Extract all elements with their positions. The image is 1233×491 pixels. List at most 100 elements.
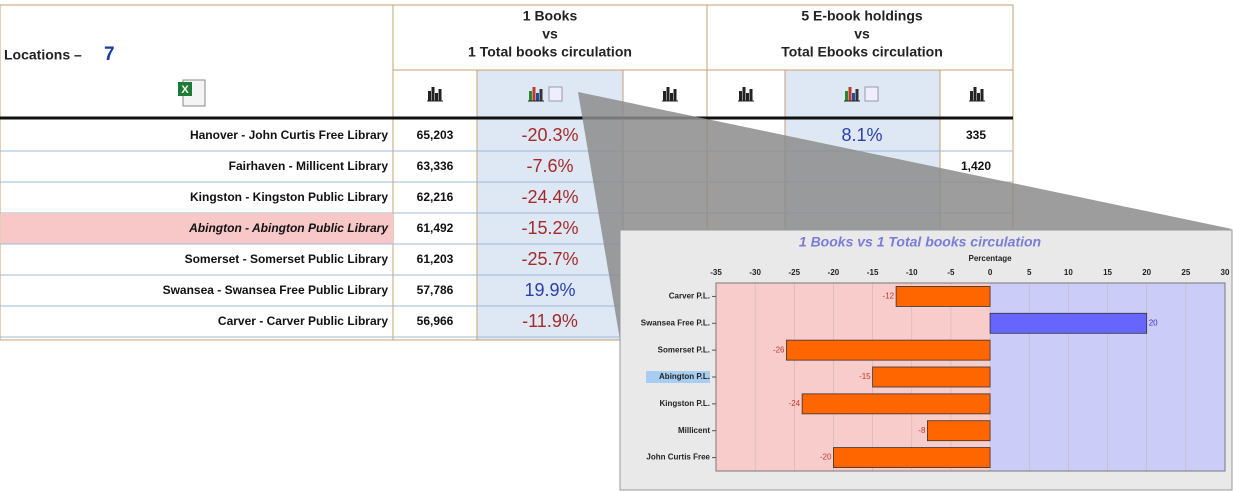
books-pct: -15.2% bbox=[521, 218, 578, 238]
group-header: 1 Total books circulation bbox=[468, 44, 632, 60]
icon-bar bbox=[438, 89, 442, 101]
books-pct: -25.7% bbox=[521, 249, 578, 269]
icon-bar bbox=[749, 89, 753, 101]
books-count: 62,216 bbox=[417, 190, 454, 204]
icon-bar bbox=[539, 89, 543, 101]
books-count: 63,336 bbox=[417, 159, 454, 173]
icon-doc bbox=[864, 86, 879, 102]
ebook-pct: 8.1% bbox=[841, 125, 882, 145]
bar-value-label: -26 bbox=[773, 345, 785, 354]
location-name: Abington - Abington Public Library bbox=[188, 221, 389, 235]
svg-text:X: X bbox=[181, 84, 189, 96]
icon-bar bbox=[977, 93, 980, 101]
icon-bar bbox=[742, 87, 746, 101]
icon-bar bbox=[532, 87, 536, 101]
x-tick-label: 15 bbox=[1103, 268, 1112, 277]
chart-icon[interactable] bbox=[969, 87, 985, 102]
ebook-circ: 335 bbox=[966, 128, 986, 142]
x-tick-label: 0 bbox=[988, 268, 993, 277]
icon-bar bbox=[670, 93, 673, 101]
bar bbox=[989, 312, 1148, 334]
bar-value-label: -12 bbox=[883, 292, 895, 301]
icon-doc bbox=[548, 86, 563, 102]
bar bbox=[833, 447, 991, 468]
icon-bar bbox=[855, 89, 859, 101]
group-header: 1 Books bbox=[523, 8, 578, 24]
locations-label: Locations – bbox=[4, 47, 82, 63]
location-name: Hanover - John Curtis Free Library bbox=[190, 128, 388, 142]
icon-bar bbox=[431, 87, 435, 101]
chart-icon[interactable] bbox=[844, 86, 879, 102]
x-tick-label: -15 bbox=[867, 268, 879, 277]
x-tick-label: -35 bbox=[710, 268, 722, 277]
locations-count: 7 bbox=[104, 44, 115, 65]
x-tick-label: -10 bbox=[906, 268, 918, 277]
location-name: Somerset - Somerset Public Library bbox=[185, 252, 389, 266]
icon-bar bbox=[970, 91, 973, 101]
bar-value-label: -20 bbox=[820, 453, 832, 462]
y-tick-label: Millicent bbox=[678, 426, 710, 435]
books-pct: -20.3% bbox=[521, 125, 578, 145]
group-header: vs bbox=[854, 26, 870, 42]
icon-bar bbox=[529, 91, 532, 101]
bar bbox=[872, 366, 991, 388]
excel-icon[interactable]: X bbox=[178, 79, 206, 107]
y-tick-label: Somerset P.L. bbox=[658, 345, 710, 354]
bar bbox=[801, 393, 991, 415]
ebook-circ: 1,420 bbox=[961, 159, 991, 173]
category-highlight bbox=[646, 371, 710, 383]
icon-bar bbox=[673, 89, 677, 101]
icon-bar bbox=[666, 87, 670, 101]
icon-bar bbox=[845, 91, 848, 101]
location-name: Kingston - Kingston Public Library bbox=[190, 190, 388, 204]
icon-bar bbox=[852, 93, 855, 101]
books-count: 65,203 bbox=[417, 128, 454, 142]
row-highlight bbox=[1, 213, 393, 244]
chart-icon[interactable] bbox=[528, 86, 563, 102]
location-name: Swansea - Swansea Free Public Library bbox=[163, 283, 389, 297]
group-header: vs bbox=[542, 26, 558, 42]
icon-bar bbox=[980, 89, 984, 101]
icon-bar bbox=[428, 91, 431, 101]
icon-bar bbox=[536, 93, 539, 101]
chart-title: 1 Books vs 1 Total books circulation bbox=[799, 234, 1041, 250]
group-header: 5 E-book holdings bbox=[801, 8, 923, 24]
x-tick-label: -30 bbox=[749, 268, 761, 277]
books-pct: -7.6% bbox=[526, 156, 573, 176]
x-tick-label: 25 bbox=[1181, 268, 1190, 277]
books-count: 57,786 bbox=[417, 283, 454, 297]
x-tick-label: 20 bbox=[1142, 268, 1151, 277]
chart-icon[interactable] bbox=[662, 87, 678, 102]
icon-bar bbox=[739, 91, 742, 101]
y-tick-label: John Curtis Free bbox=[646, 453, 710, 462]
bar-value-label: -8 bbox=[918, 426, 926, 435]
x-tick-label: 30 bbox=[1221, 268, 1230, 277]
books-pct: -11.9% bbox=[522, 311, 578, 331]
location-name: Carver - Carver Public Library bbox=[218, 314, 388, 328]
books-count: 56,966 bbox=[417, 314, 454, 328]
bar bbox=[895, 286, 991, 307]
chart-icon[interactable] bbox=[427, 87, 443, 102]
y-tick-label: Abington P.L. bbox=[659, 372, 710, 381]
x-tick-label: -5 bbox=[947, 268, 955, 277]
bar bbox=[786, 339, 991, 361]
books-count: 61,492 bbox=[417, 221, 454, 235]
location-name: Fairhaven - Millicent Library bbox=[229, 159, 389, 173]
x-tick-label: -20 bbox=[828, 268, 840, 277]
icon-bar bbox=[746, 93, 749, 101]
bar-value-label: 20 bbox=[1149, 318, 1158, 327]
icon-bar bbox=[663, 91, 666, 101]
books-pct: -24.4% bbox=[521, 187, 578, 207]
y-tick-label: Kingston P.L. bbox=[659, 399, 710, 408]
y-tick-label: Carver P.L. bbox=[669, 292, 710, 301]
y-tick-label: Swansea Free P.L. bbox=[641, 318, 710, 327]
x-tick-label: -25 bbox=[789, 268, 801, 277]
books-pct: 19.9% bbox=[524, 280, 575, 300]
bar-value-label: -24 bbox=[789, 399, 801, 408]
bar bbox=[927, 420, 991, 442]
books-count: 61,203 bbox=[417, 252, 454, 266]
x-tick-label: 5 bbox=[1027, 268, 1032, 277]
bar-value-label: -15 bbox=[859, 372, 871, 381]
chart-icon[interactable] bbox=[738, 87, 754, 102]
